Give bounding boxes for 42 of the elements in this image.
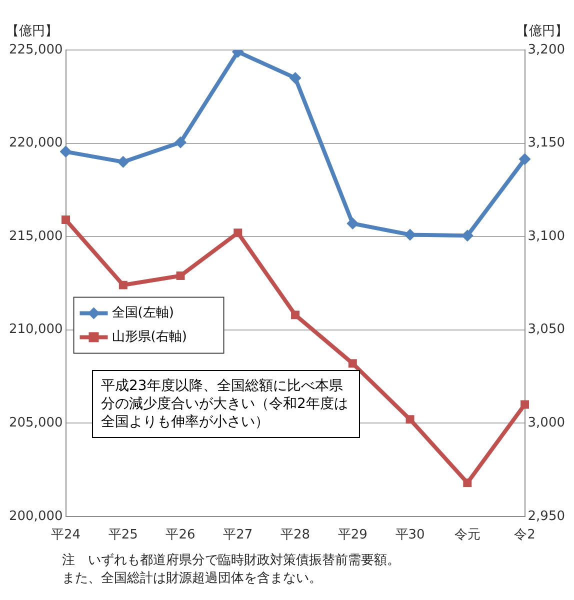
y-tick-label: 205,000 (8, 415, 63, 430)
text: また、全国総計は財源超過団体を含まない。 (62, 570, 323, 588)
y-tick-label: 220,000 (8, 136, 63, 151)
x-tick-label: 平26 (166, 528, 196, 543)
point (291, 310, 300, 320)
point (62, 216, 70, 224)
y2-tick-label: 3,100 (528, 228, 565, 244)
y-tick-label: 210,000 (8, 322, 63, 338)
point (234, 228, 242, 238)
point (463, 478, 472, 488)
x-tick-label: 平27 (223, 528, 253, 543)
y-tick-label: 200,000 (8, 508, 63, 524)
y2-axis-title: 【億円】 (516, 24, 568, 39)
x-tick-label: 令元 (454, 528, 480, 543)
legend-label: 山形県(右軸) (112, 330, 187, 345)
legend-label: 全国(左軸) (112, 306, 174, 321)
point (348, 359, 357, 368)
y-axis-title: 【億円】 (6, 24, 58, 39)
y2-tick-label: 3,000 (528, 415, 565, 430)
y-tick-label: 215,000 (8, 228, 63, 244)
point (406, 415, 414, 424)
point (117, 156, 130, 168)
x-tick-label: 平28 (280, 528, 310, 543)
point (118, 280, 128, 290)
text: 注 いずれも都道府県分で臨時財政対策債振替前需要額。 (62, 552, 400, 570)
point (520, 400, 530, 409)
point (518, 153, 531, 166)
x-tick-label: 令2 (514, 528, 536, 543)
point (174, 136, 187, 148)
y2-tick-label: 3,050 (528, 322, 565, 338)
y-tick-label: 225,000 (8, 42, 63, 58)
x-tick-label: 平24 (50, 528, 81, 543)
x-tick-label: 平29 (338, 528, 368, 543)
point (289, 72, 302, 84)
x-tick-label: 平30 (395, 528, 425, 543)
x-tick-label: 平25 (108, 528, 138, 543)
point (176, 271, 185, 280)
y2-tick-label: 2,950 (528, 508, 565, 524)
y2-tick-label: 3,150 (528, 136, 565, 151)
annotation: 平成23年度以降、全国総額に比べ本県分の減少度合いが大きい（令和2年度は全国よりも伸率が小さい） (92, 370, 360, 438)
y2-tick-label: 3,200 (528, 42, 565, 58)
point (346, 218, 359, 230)
